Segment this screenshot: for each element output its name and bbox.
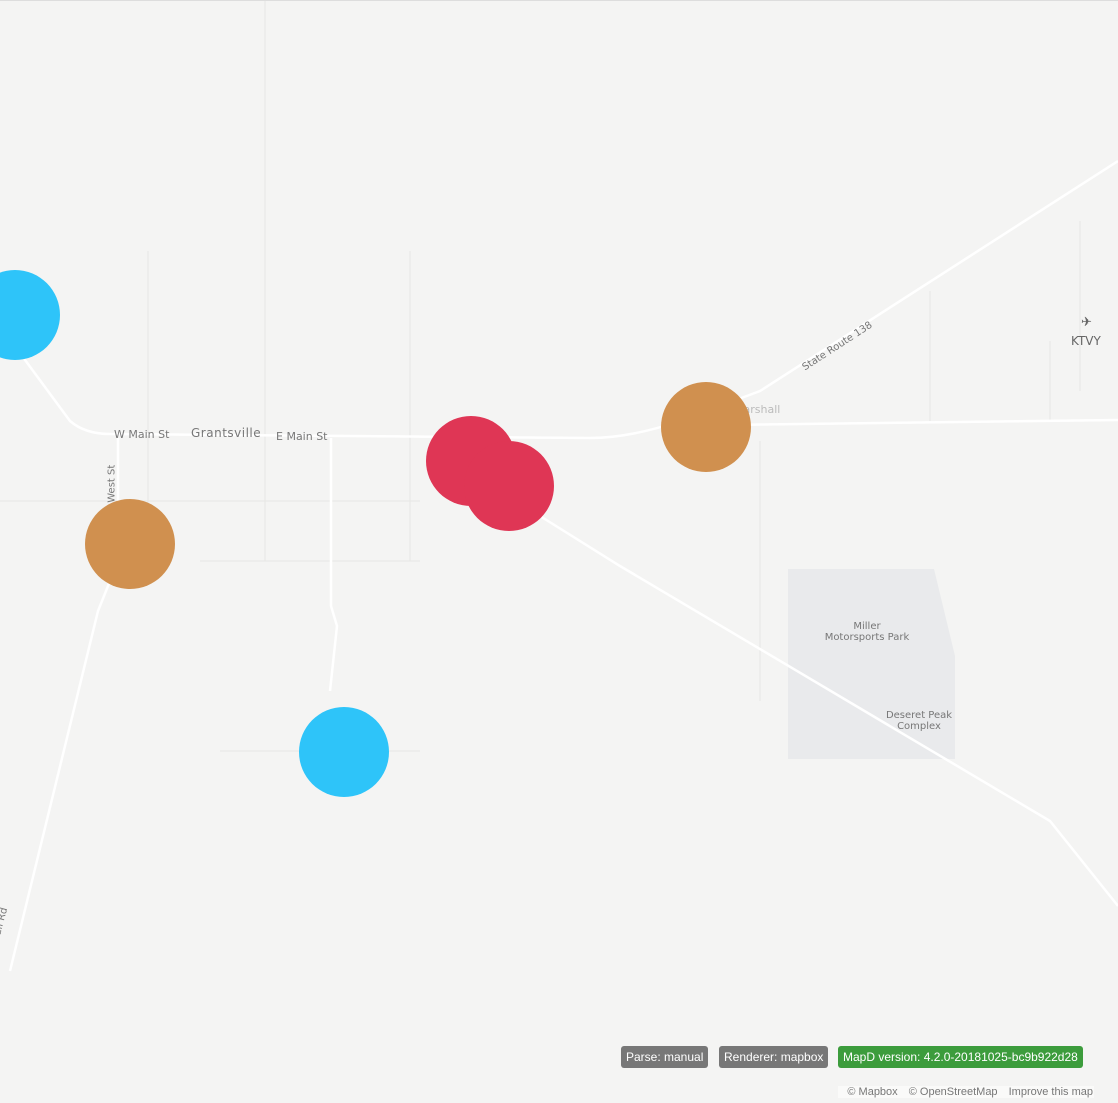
road-label-w-main: W Main St <box>114 428 170 441</box>
map-point-blue[interactable] <box>299 707 389 797</box>
map-point-red[interactable] <box>464 441 554 531</box>
map-point-orange[interactable] <box>85 499 175 589</box>
osm-link[interactable]: © OpenStreetMap <box>908 1086 998 1098</box>
map-point-blue[interactable] <box>0 270 60 360</box>
map-point-orange[interactable] <box>661 382 751 472</box>
mapbox-link[interactable]: © Mapbox <box>847 1086 898 1098</box>
place-label-complex: Deseret Peak Complex <box>885 710 953 732</box>
airport-icon: ✈ <box>1081 315 1092 330</box>
place-label-airport: KTVY <box>1071 334 1101 348</box>
renderer-badge: Renderer: mapbox <box>719 1046 829 1068</box>
park-area-east <box>934 569 955 759</box>
place-label-grantsville: Grantsville <box>191 426 262 440</box>
parse-badge: Parse: manual <box>621 1046 709 1068</box>
improve-map-link[interactable]: Improve this map <box>1008 1086 1093 1098</box>
road-label-e-main: E Main St <box>276 430 328 443</box>
place-label-park: Miller Motorsports Park <box>824 621 910 643</box>
version-badge: MapD version: 4.2.0-20181025-bc9b922d28 <box>838 1046 1083 1068</box>
park-area <box>788 569 934 759</box>
attribution: © Mapbox © OpenStreetMap Improve this ma… <box>838 1086 1094 1098</box>
